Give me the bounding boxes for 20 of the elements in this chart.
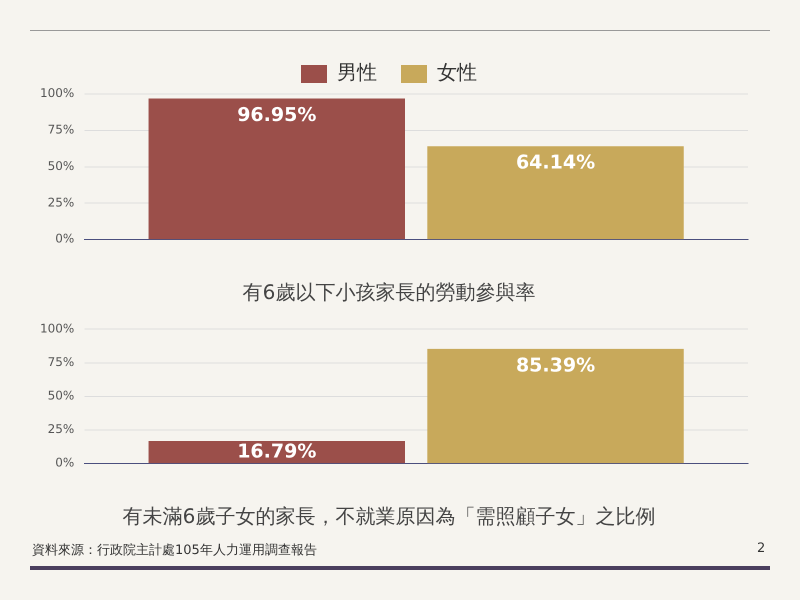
y-tick-label: 75% bbox=[48, 122, 74, 137]
data-label: 64.14% bbox=[516, 152, 596, 174]
text: 有未滿6歲子女的家長，不就業原因為「需照顧子女」之比例 bbox=[122, 504, 656, 528]
y-tick-label: 25% bbox=[48, 195, 74, 210]
y-tick-label: 75% bbox=[48, 354, 74, 369]
data-label: 16.79% bbox=[237, 440, 316, 463]
legend-label: 女性 bbox=[437, 60, 477, 84]
y-tick-label: 50% bbox=[48, 388, 74, 403]
text: 有6歲以下小孩家長的勞動參與率 bbox=[242, 280, 536, 304]
text: 2 bbox=[757, 541, 766, 556]
source-note: 資料來源：行政院主計處105年人力運用調查報告 bbox=[32, 542, 317, 559]
y-tick-label: 0% bbox=[55, 232, 74, 246]
data-label: 96.95% bbox=[237, 104, 316, 126]
y-tick-label: 100% bbox=[40, 321, 74, 336]
data-label: 85.39% bbox=[516, 354, 596, 376]
y-tick-label: 100% bbox=[40, 86, 74, 100]
legend-label: 男性 bbox=[337, 60, 377, 84]
y-tick-label: 25% bbox=[48, 422, 74, 436]
y-tick-label: 50% bbox=[48, 158, 74, 173]
y-tick-label: 0% bbox=[55, 456, 74, 470]
